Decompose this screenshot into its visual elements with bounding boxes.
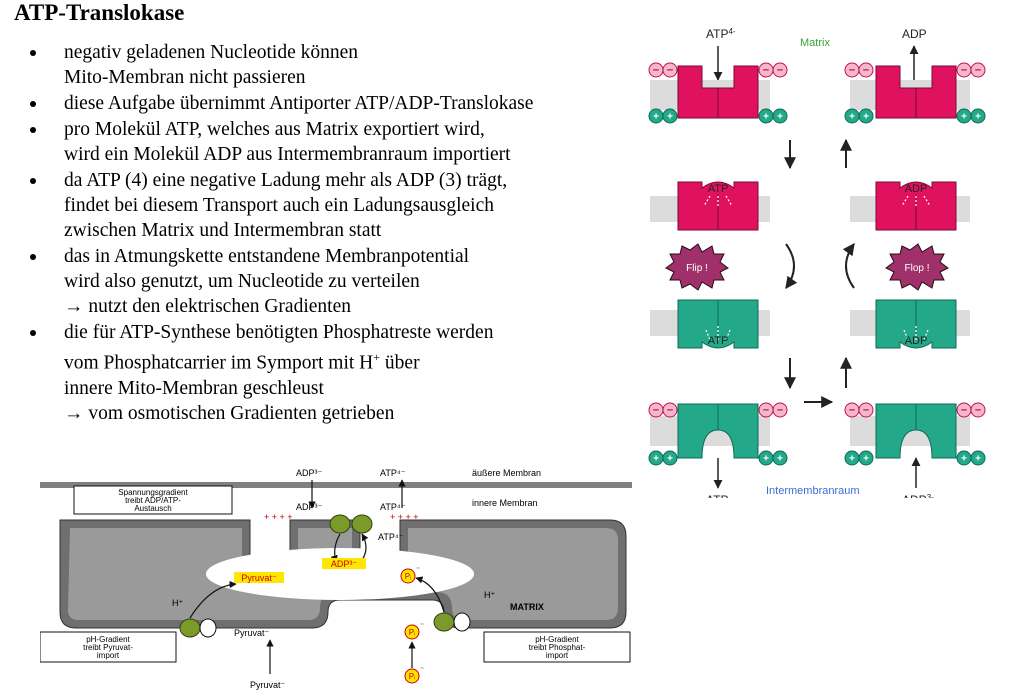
carrier-green-bound-adp: ADP — [850, 299, 970, 349]
pi-mid-charge: ⁻ — [420, 621, 424, 630]
label-atp-top-left: ATP4- — [706, 27, 736, 41]
flip-badge: Flip ! — [665, 243, 729, 291]
adp-yellow-label: ADP³⁻ — [331, 559, 358, 569]
bullet-item: das in Atmungskette entstandene Membranp… — [28, 244, 628, 319]
bullet-dot-icon — [30, 330, 36, 336]
plus-charges-left: + + + + — [264, 512, 293, 522]
atp-inside-label: ATP — [708, 183, 729, 195]
matrix-label: MATRIX — [510, 602, 544, 612]
carrier-green-bound-atp: ATP — [650, 299, 770, 349]
svg-text:treibt Pyruvat-: treibt Pyruvat- — [83, 643, 133, 652]
bullet-line: vom Phosphatcarrier im Symport mit H+ üb… — [64, 345, 628, 376]
bullet-line: findet bei diesem Transport auch ein Lad… — [64, 195, 494, 216]
bullet-text: vom Phosphatcarrier im Symport mit H — [64, 352, 374, 374]
mitochondrial-transport-figure: ADP³⁻ ATP⁴⁻ äußere Membran innere Membra… — [40, 468, 632, 690]
bullet-line: pro Molekül ATP, welches aus Matrix expo… — [64, 119, 485, 140]
adp-mid-label: ADP³⁻ — [296, 502, 323, 512]
bullet-item: da ATP (4) eine negative Ladung mehr als… — [28, 168, 628, 243]
atp-translocase-cycle-figure: − − + + ATP4- Matrix ADP — [648, 27, 986, 498]
pi-outer-label: Pᵢ — [409, 672, 416, 681]
carrier-green-open-right — [844, 402, 986, 466]
pi-mid-label: Pᵢ — [409, 628, 416, 637]
atp-mid-label: ATP⁴⁻ — [380, 502, 406, 512]
pyruvat-mid-label: Pyruvat⁻ — [234, 628, 270, 638]
bullet-item: negativ geladenen Nucleotide können Mito… — [28, 40, 628, 90]
bullet-line: zwischen Matrix und Intermembran statt — [64, 220, 382, 241]
pi-outer-charge: ⁻ — [420, 665, 424, 674]
bullet-dot-icon — [30, 50, 36, 56]
pyruvate-carrier — [179, 618, 217, 638]
svg-text:Spannungsgradient: Spannungsgradient — [118, 488, 188, 497]
adp-atp-carrier — [329, 514, 373, 534]
carrier-pink-open-left — [648, 62, 788, 124]
bullet-item: die für ATP-Synthese benötigten Phosphat… — [28, 320, 628, 426]
pi-inner-label: Pᵢ — [405, 572, 412, 581]
bullet-list: negativ geladenen Nucleotide können Mito… — [28, 40, 628, 427]
svg-text:treibt Phosphat-: treibt Phosphat- — [529, 643, 586, 652]
bullet-line: → vom osmotischen Gradienten getrieben — [64, 402, 395, 424]
bullet-line: da ATP (4) eine negative Ladung mehr als… — [64, 170, 508, 191]
label-matrix: Matrix — [800, 37, 830, 49]
plus-charges-right: + + + + — [390, 512, 419, 522]
atp-top-label: ATP⁴⁻ — [380, 468, 406, 478]
inner-membrane-label: innere Membran — [472, 498, 538, 508]
pyruvat-bottom-label: Pyruvat⁻ — [250, 680, 286, 690]
bullet-dot-icon — [30, 178, 36, 184]
box-ph-pyruvat: pH-Gradient treibt Pyruvat- import — [40, 631, 177, 663]
bullet-dot-icon — [30, 127, 36, 133]
bullet-line: Mito-Membran nicht passieren — [64, 67, 306, 88]
bullet-line: wird also genutzt, um Nucleotide zu vert… — [64, 271, 420, 292]
adp-inside-label: ADP — [905, 335, 928, 347]
svg-text:pH-Gradient: pH-Gradient — [86, 635, 130, 644]
svg-text:Austausch: Austausch — [134, 504, 171, 513]
phosphate-carrier — [433, 612, 471, 632]
flop-label: Flop ! — [904, 263, 929, 274]
pi-inner-charge: ⁻ — [416, 565, 420, 574]
label-adp-top-right: ADP — [902, 27, 927, 41]
bullet-line: negativ geladenen Nucleotide können — [64, 42, 359, 63]
label-adp-bottom-right: ADP3- — [902, 493, 934, 498]
label-atp-bottom-left: ATP — [706, 493, 728, 498]
label-intermembranraum: Intermembranraum — [766, 485, 860, 497]
carrier-pink-open-right — [844, 62, 986, 124]
h-right-label: H⁺ — [484, 590, 495, 600]
flip-label: Flip ! — [686, 263, 708, 274]
bullet-text: über — [380, 352, 420, 374]
bullet-line: diese Aufgabe übernimmt Antiporter ATP/A… — [64, 93, 534, 114]
atp-inside-label: ATP — [708, 335, 729, 347]
box-ph-phosphat: pH-Gradient treibt Phosphat- import — [483, 631, 631, 663]
bullet-dot-icon — [30, 101, 36, 107]
pyruvat-yellow-label: Pyruvat⁻ — [241, 573, 277, 583]
bullet-dot-icon — [30, 254, 36, 260]
bullet-line: wird ein Molekül ADP aus Intermembranrau… — [64, 144, 511, 165]
svg-text:treibt ADP/ATP-: treibt ADP/ATP- — [125, 496, 181, 505]
bullet-item: diese Aufgabe übernimmt Antiporter ATP/A… — [28, 91, 628, 116]
svg-text:import: import — [97, 651, 120, 660]
superscript: + — [373, 350, 381, 364]
adp-inside-label: ADP — [905, 183, 928, 195]
atp-low-label: ATP⁴⁻ — [378, 532, 404, 542]
carrier-pink-bound-adp: ADP — [850, 181, 970, 231]
flop-badge: Flop ! — [885, 243, 949, 291]
bullet-line: die für ATP-Synthese benötigten Phosphat… — [64, 322, 494, 343]
box-voltage-gradient: Spannungsgradient treibt ADP/ATP- Austau… — [73, 485, 233, 515]
outer-membrane-label: äußere Membran — [472, 468, 541, 478]
h-left-label: H⁺ — [172, 598, 183, 608]
page-title: ATP-Translokase — [14, 0, 185, 25]
bullet-line: → nutzt den elektrischen Gradienten — [64, 296, 351, 317]
bullet-line: innere Mito-Membran geschleust — [64, 377, 324, 399]
carrier-pink-bound-atp: ATP — [650, 181, 770, 231]
bullet-line: das in Atmungskette entstandene Membranp… — [64, 246, 470, 267]
svg-text:pH-Gradient: pH-Gradient — [535, 635, 579, 644]
svg-text:import: import — [546, 651, 569, 660]
bullet-item: pro Molekül ATP, welches aus Matrix expo… — [28, 117, 628, 167]
adp-top-label: ADP³⁻ — [296, 468, 323, 478]
carrier-green-open-left — [648, 402, 788, 466]
